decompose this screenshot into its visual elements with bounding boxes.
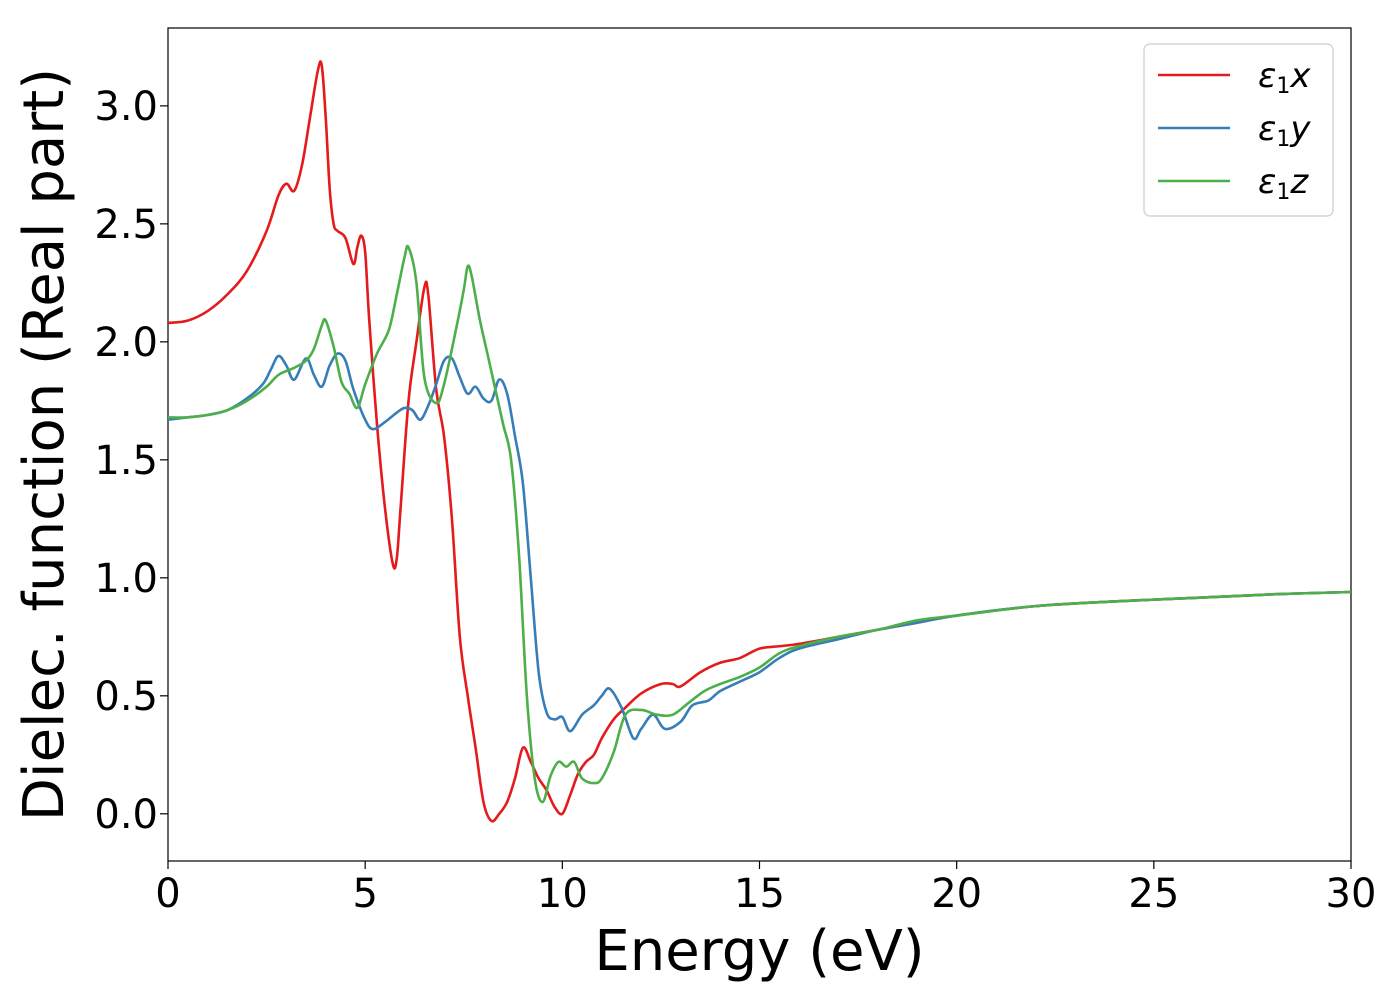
y-tick-label: 1.0 bbox=[94, 556, 158, 602]
x-axis-label: Energy (eV) bbox=[594, 919, 924, 984]
legend-label-z: ε1z bbox=[1258, 162, 1309, 205]
y-tick-label: 3.0 bbox=[94, 84, 158, 130]
x-tick-label: 30 bbox=[1326, 871, 1377, 917]
x-tick-label: 0 bbox=[155, 871, 180, 917]
legend-box bbox=[1143, 43, 1334, 217]
y-tick-label: 1.5 bbox=[94, 438, 158, 484]
series-line-x bbox=[168, 60, 1351, 823]
x-tick-label: 15 bbox=[734, 871, 785, 917]
y-axis-label: Dielec. function (Real part) bbox=[12, 68, 77, 821]
x-tick-label: 10 bbox=[537, 871, 588, 917]
y-tick-label: 0.0 bbox=[94, 792, 158, 838]
series-line-z bbox=[168, 244, 1351, 804]
y-tick-label: 2.0 bbox=[94, 320, 158, 366]
series-line-y bbox=[168, 352, 1351, 741]
x-axis-ticks: 0 5 10 15 20 25 30 bbox=[155, 861, 1376, 917]
legend-label-x: ε1x bbox=[1258, 56, 1311, 99]
x-tick-label: 20 bbox=[931, 871, 982, 917]
x-tick-label: 25 bbox=[1128, 871, 1179, 917]
series-lines bbox=[168, 60, 1351, 823]
y-tick-label: 0.5 bbox=[94, 674, 158, 720]
legend-label-y: ε1y bbox=[1258, 109, 1311, 152]
legend: ε1x ε1y ε1z bbox=[1143, 43, 1334, 217]
x-tick-label: 5 bbox=[352, 871, 377, 917]
y-tick-label: 2.5 bbox=[94, 202, 158, 248]
y-axis-ticks: 0.0 0.5 1.0 1.5 2.0 2.5 3.0 bbox=[94, 84, 168, 838]
